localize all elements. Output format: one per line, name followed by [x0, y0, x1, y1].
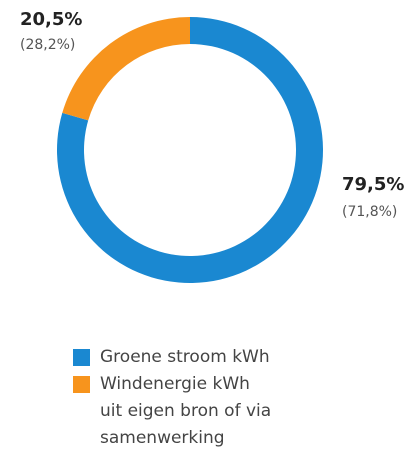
donut-segment	[62, 17, 190, 121]
legend-item: Groene stroom kWh	[73, 344, 271, 371]
value-label: 79,5%	[342, 174, 404, 195]
legend-label: Groene stroom kWh	[100, 347, 270, 367]
legend-swatch	[73, 376, 90, 393]
legend: Groene stroom kWh Windenergie kWh uit eig…	[73, 344, 271, 452]
secondary-label: (28,2%)	[20, 37, 75, 53]
legend-item: Windenergie kWh uit eigen bron of via sa…	[73, 371, 271, 452]
legend-swatch	[73, 349, 90, 366]
value-label: 20,5%	[20, 9, 82, 30]
chart: 79,5% (71,8%) 20,5% (28,2%)	[20, 9, 404, 283]
secondary-label: (71,8%)	[342, 204, 397, 220]
legend-label: Windenergie kWh uit eigen bron of via sa…	[100, 374, 272, 448]
